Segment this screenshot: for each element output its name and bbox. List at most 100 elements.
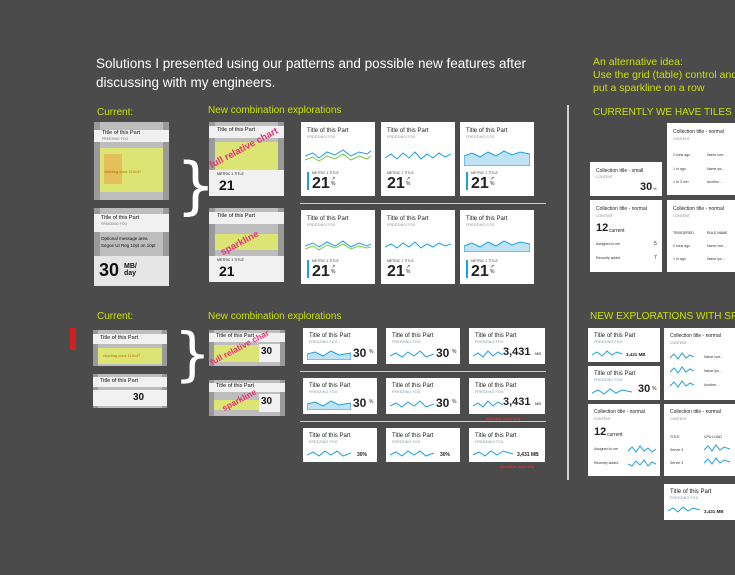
collection-normal-current[interactable]: Collection title - normal CONTENT 12 cur… bbox=[590, 200, 662, 272]
small-tile-line-30[interactable]: Title of this Part FREEZING FOG 30 % bbox=[386, 328, 460, 364]
tile-title: Title of this Part bbox=[392, 333, 434, 339]
collection-time: 1 hr ago bbox=[673, 257, 686, 261]
sparkline bbox=[473, 400, 503, 408]
tile-chart-line[interactable]: Title of this Part FREEZING FOG METRIC 1… bbox=[381, 122, 455, 196]
tile-value: 30 bbox=[638, 383, 651, 395]
right-collection-list-spark[interactable]: Collection title - normal CONTENT Name l… bbox=[664, 328, 735, 400]
tile-unit: ↗ % bbox=[406, 176, 411, 187]
tile-unit: ↗ % bbox=[490, 176, 495, 187]
sparkline-area bbox=[464, 240, 530, 252]
right-tile-mb-bottom[interactable]: Title of this Part FREEZING FOG 3,431 MB bbox=[664, 484, 735, 520]
mock-charting-area: charting area 115x47 bbox=[104, 169, 142, 174]
label-current-bottom: Current: bbox=[97, 311, 134, 322]
small-tile-spark-30-row3[interactable]: Title of this Part FREEZING FOG 30% bbox=[303, 428, 377, 462]
tile-sub: FREEZING FOG bbox=[670, 496, 699, 500]
mock-big-unit: MB/ day bbox=[124, 263, 137, 277]
mock-title: Title of this Part bbox=[100, 378, 139, 384]
tile-value: 30% bbox=[440, 452, 451, 458]
tile-sub: FREEZING FOG bbox=[309, 440, 338, 444]
line-chart bbox=[385, 151, 451, 160]
tile-value: 30 bbox=[353, 396, 367, 410]
sparkline-area bbox=[307, 400, 351, 410]
collection-name: Name ips... bbox=[707, 167, 725, 171]
new-mock-small-chart: Title of this Part 30 bbox=[209, 330, 285, 366]
tile-sub: FREEZING FOG bbox=[475, 440, 504, 444]
sparkline bbox=[628, 459, 656, 467]
right-collection-table-spark[interactable]: Collection title - normal CONTENT TITLE … bbox=[664, 404, 735, 476]
tile-unit: ↗ % bbox=[331, 264, 336, 275]
tile-spark-line[interactable]: Title of this Part FREEZING FOG METRIC 1… bbox=[381, 210, 455, 284]
small-tile-area-30b[interactable]: Title of this Part FREEZING FOG 30 % bbox=[303, 378, 377, 414]
tile-title: Title of this Part bbox=[309, 383, 351, 389]
tile-sub: FREEZING FOG bbox=[392, 440, 421, 444]
collection-name: Name ips... bbox=[704, 369, 722, 373]
new-mock-sparkline: Title of this Part METRIC 1 TITLE 21 bbox=[209, 208, 284, 282]
collection-name: Name lore... bbox=[707, 153, 727, 157]
table-header-cpu: CPU LOAD bbox=[704, 435, 722, 439]
collection-server: Server 3 bbox=[670, 448, 684, 452]
red-marker bbox=[70, 328, 76, 350]
tile-sub: FREEZING FOG bbox=[392, 340, 421, 344]
tile-sub: FREEZING FOG bbox=[387, 135, 416, 139]
tile-title: Title of this Part bbox=[392, 433, 434, 439]
sparkline-area bbox=[307, 350, 351, 360]
small-tile-spark-mb-row3[interactable]: Title of this Part FREEZING FOG 3,431 MB bbox=[469, 428, 545, 462]
sparkline bbox=[390, 450, 434, 457]
brace-bottom: } bbox=[174, 320, 211, 388]
brace-top: } bbox=[176, 149, 216, 222]
sparkline bbox=[307, 450, 351, 457]
collection-unit: % bbox=[653, 186, 657, 191]
tile-title: Title of this Part bbox=[309, 433, 351, 439]
tile-value: 30 bbox=[353, 346, 367, 360]
right-tile-30[interactable]: Title of this Part FREEZING FOG 30 % bbox=[588, 366, 660, 400]
collection-small[interactable]: Collection title - small CONTENT 30 % bbox=[590, 162, 662, 196]
area-chart bbox=[464, 150, 530, 166]
right-tile-mb[interactable]: Title of this Part FREEZING FOG 3,431 MB bbox=[588, 328, 660, 362]
current-mock-small-chart: Title of this Part charting area 115x47 bbox=[93, 330, 167, 366]
tile-unit: MB bbox=[535, 401, 541, 406]
collection-content: CONTENT bbox=[673, 137, 690, 141]
tile-spark-area[interactable]: Title of this Part FREEZING FOG METRIC 1… bbox=[460, 210, 534, 284]
small-tile-line-mb[interactable]: Title of this Part FREEZING FOG 3,431 MB bbox=[469, 328, 545, 364]
mock-title: Title of this Part bbox=[101, 215, 140, 221]
tile-sub: FREEZING FOG bbox=[594, 340, 623, 344]
line-chart bbox=[305, 149, 371, 162]
collection-normal-list[interactable]: Collection title - normal CONTENT 2 mins… bbox=[667, 123, 735, 195]
tile-sub: FREEZING FOG bbox=[307, 135, 336, 139]
alternative-idea: An alternative idea: Use the grid (table… bbox=[593, 56, 735, 94]
right-collection-current[interactable]: Collection title - normal CONTENT 12 cur… bbox=[588, 404, 660, 476]
collection-content: CONTENT bbox=[596, 214, 613, 218]
tile-chart-multi[interactable]: Title of this Part FREEZING FOG METRIC 1… bbox=[301, 122, 375, 196]
tile-unit: ↗ % bbox=[490, 264, 495, 275]
mock-value: 21 bbox=[219, 263, 235, 279]
tile-title: Title of this Part bbox=[475, 383, 517, 389]
sparklines bbox=[704, 444, 730, 465]
tile-value: 21 bbox=[471, 263, 489, 280]
tile-value: 3,431 bbox=[503, 346, 531, 358]
tile-unit: % bbox=[452, 349, 457, 355]
collection-name: Name ips... bbox=[707, 257, 725, 261]
tile-spark-multi[interactable]: Title of this Part FREEZING FOG METRIC 1… bbox=[301, 210, 375, 284]
collection-normal-table[interactable]: Collection title - normal CONTENT TRIGGE… bbox=[667, 200, 735, 272]
tile-title: Title of this Part bbox=[307, 216, 349, 222]
tile-sub: FREEZING FOG bbox=[307, 223, 336, 227]
row-divider bbox=[300, 203, 546, 204]
tile-value: 21 bbox=[387, 263, 405, 280]
small-tile-line-30b[interactable]: Title of this Part FREEZING FOG 30 % bbox=[386, 378, 460, 414]
tile-title: Title of this Part bbox=[466, 216, 508, 222]
tile-metric: METRIC 1 TITLE bbox=[387, 171, 414, 175]
tile-title: Title of this Part bbox=[466, 128, 508, 134]
small-tile-area-30[interactable]: Title of this Part FREEZING FOG 30 % bbox=[303, 328, 377, 364]
small-tile-line-mb-b[interactable]: Title of this Part FREEZING FOG 3,431 MB bbox=[469, 378, 545, 414]
sparkline bbox=[668, 506, 700, 513]
collection-assigned: Assigned to me bbox=[596, 242, 621, 246]
tile-value: 21 bbox=[387, 175, 405, 192]
tile-unit: ↗ % bbox=[331, 176, 336, 187]
mock-value: 21 bbox=[219, 177, 235, 193]
tile-title: Title of this Part bbox=[392, 383, 434, 389]
heading-tiles-like: CURRENTLY WE HAVE TILES LIK bbox=[593, 107, 735, 118]
tile-chart-area[interactable]: Title of this Part FREEZING FOG METRIC 1… bbox=[460, 122, 534, 196]
collection-title: Collection title - normal bbox=[596, 206, 647, 212]
small-tile-spark-30-row3b[interactable]: Title of this Part FREEZING FOG 30% bbox=[386, 428, 460, 462]
label-new-top: New combination explorations bbox=[208, 105, 342, 116]
